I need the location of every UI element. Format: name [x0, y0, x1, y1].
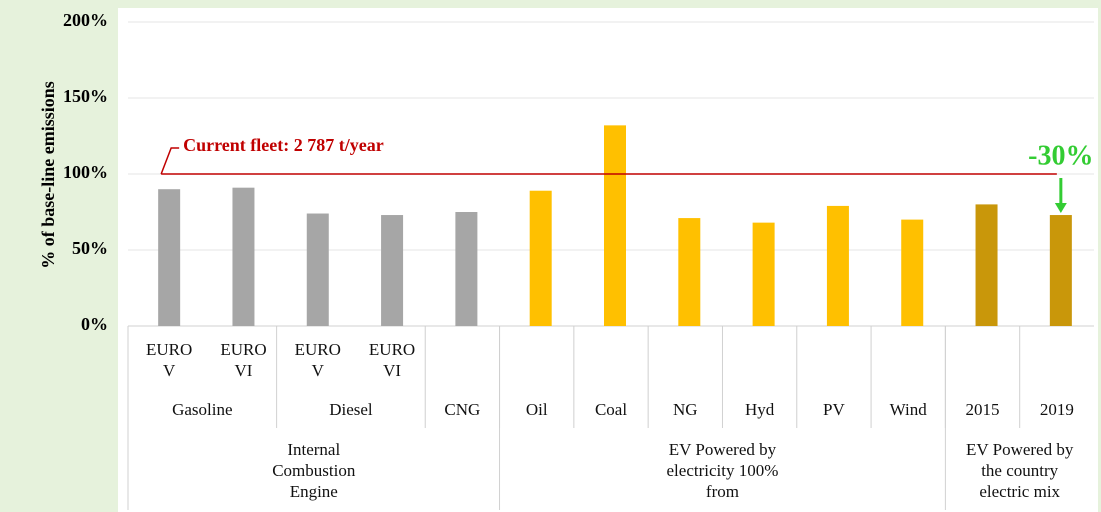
y-tick-label: 50%: [72, 238, 108, 258]
bar: [604, 125, 626, 326]
bar: [232, 187, 255, 326]
group-label: 2015: [965, 400, 1000, 419]
group-label: Coal: [594, 400, 628, 419]
y-axis-label: % of base-line emissions: [38, 81, 58, 269]
supergroup-label: Internal Combustion Engine: [272, 440, 356, 501]
y-tick-label: 0%: [81, 314, 108, 334]
reference-leader: [160, 147, 180, 175]
bar: [529, 190, 552, 326]
x-tick-label: EURO VI: [220, 340, 267, 380]
group-label: 2019: [1039, 400, 1074, 419]
bar: [158, 189, 181, 326]
bar: [901, 219, 924, 326]
group-label: Wind: [889, 400, 927, 419]
bar: [381, 215, 404, 326]
bar: [678, 218, 701, 326]
y-tick-label: 100%: [63, 162, 108, 182]
annotation-label: -30%: [1028, 140, 1093, 171]
group-label: Gasoline: [172, 400, 233, 419]
group-label: PV: [823, 400, 845, 419]
bar: [826, 205, 849, 326]
group-label: NG: [673, 400, 698, 419]
supergroup-label: EV Powered by electricity 100% from: [666, 440, 779, 501]
bar: [1049, 215, 1072, 326]
x-tick-label: EURO V: [294, 340, 341, 380]
x-tick-label: EURO V: [146, 340, 193, 380]
x-tick-label: EURO VI: [368, 340, 416, 380]
group-label: CNG: [444, 400, 481, 419]
group-label: Diesel: [329, 400, 373, 419]
bar: [752, 222, 775, 326]
supergroup-label: EV Powered by the country electric mix: [966, 440, 1074, 501]
bar: [455, 212, 478, 326]
group-label: Hyd: [744, 400, 775, 419]
reference-label: Current fleet: 2 787 t/year: [183, 135, 384, 155]
y-tick-label: 200%: [63, 10, 108, 30]
y-tick-label: 150%: [63, 86, 108, 106]
group-label: Oil: [525, 400, 548, 419]
bar: [306, 213, 329, 326]
bar: [975, 204, 998, 326]
annotation-arrowhead: [1054, 203, 1067, 214]
